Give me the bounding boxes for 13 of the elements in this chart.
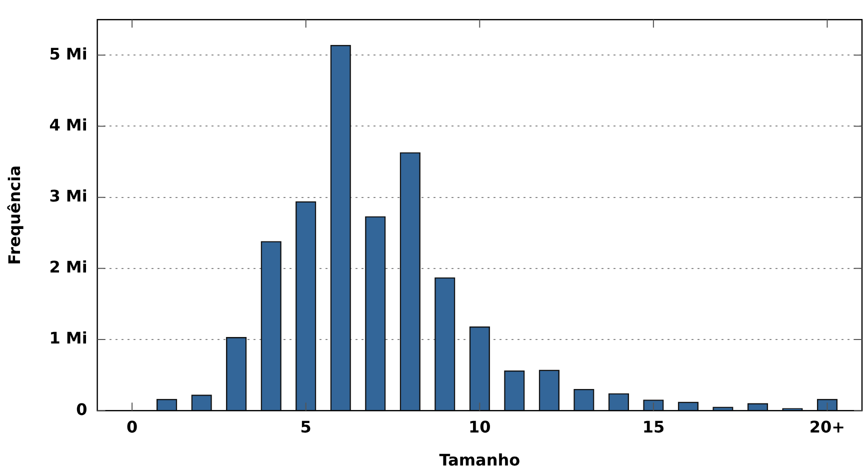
x-tick-label: 0 [126, 417, 138, 436]
y-tick-label: 3 Mi [49, 186, 88, 206]
x-tick-label: 10 [468, 417, 491, 436]
y-tick-label: 1 Mi [49, 328, 88, 348]
x-tick-label: 15 [642, 417, 665, 436]
x-tick-label: 5 [300, 417, 312, 436]
y-tick-label: 0 [76, 400, 88, 419]
x-axis-title: Tamanho [439, 450, 520, 470]
y-tick-label: 5 Mi [49, 44, 88, 64]
y-tick-label: 2 Mi [49, 258, 88, 277]
y-tick-label: 4 Mi [49, 115, 88, 134]
y-axis-title: Frequência [4, 165, 24, 265]
x-tick-label: 20+ [809, 417, 846, 436]
